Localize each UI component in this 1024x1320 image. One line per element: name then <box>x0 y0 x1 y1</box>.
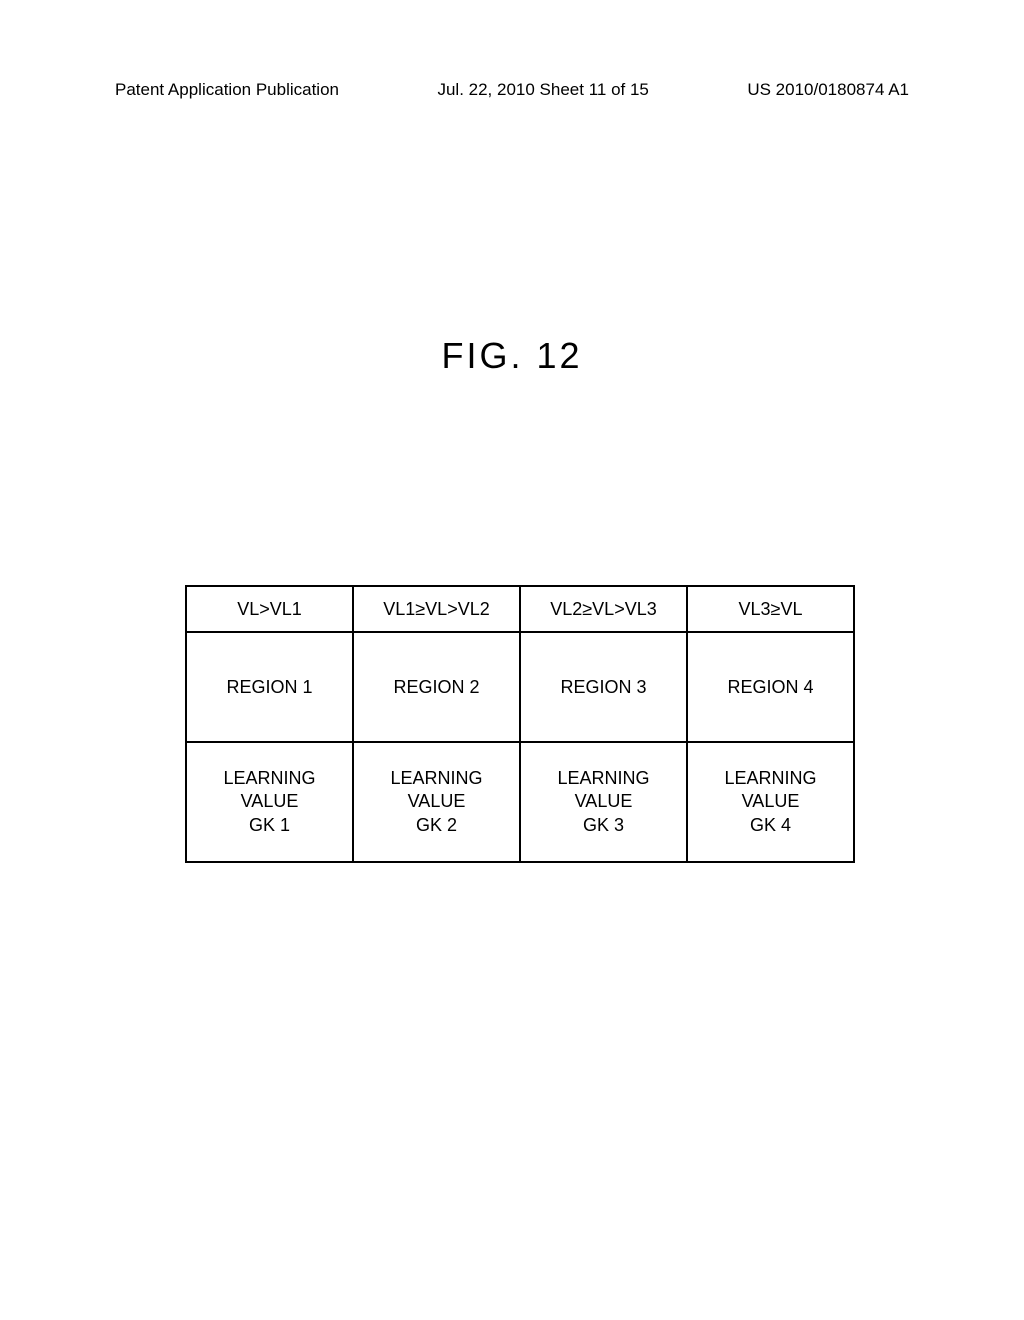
region-cell-4: REGION 4 <box>687 632 854 742</box>
learning-cell-3: LEARNINGVALUEGK 3 <box>520 742 687 862</box>
table-row-condition: VL>VL1 VL1≥VL>VL2 VL2≥VL>VL3 VL3≥VL <box>186 586 854 632</box>
figure-title: FIG. 12 <box>0 335 1024 377</box>
condition-cell-4: VL3≥VL <box>687 586 854 632</box>
table-row-region: REGION 1 REGION 2 REGION 3 REGION 4 <box>186 632 854 742</box>
condition-cell-3: VL2≥VL>VL3 <box>520 586 687 632</box>
condition-cell-2: VL1≥VL>VL2 <box>353 586 520 632</box>
learning-cell-1: LEARNINGVALUEGK 1 <box>186 742 353 862</box>
data-table: VL>VL1 VL1≥VL>VL2 VL2≥VL>VL3 VL3≥VL REGI… <box>185 585 855 863</box>
region-cell-2: REGION 2 <box>353 632 520 742</box>
learning-cell-4: LEARNINGVALUEGK 4 <box>687 742 854 862</box>
region-cell-3: REGION 3 <box>520 632 687 742</box>
table-row-learning: LEARNINGVALUEGK 1 LEARNINGVALUEGK 2 LEAR… <box>186 742 854 862</box>
header-patent-number: US 2010/0180874 A1 <box>747 80 909 100</box>
region-cell-1: REGION 1 <box>186 632 353 742</box>
learning-cell-2: LEARNINGVALUEGK 2 <box>353 742 520 862</box>
page-header: Patent Application Publication Jul. 22, … <box>0 80 1024 100</box>
header-date-sheet: Jul. 22, 2010 Sheet 11 of 15 <box>437 80 648 100</box>
header-publication-type: Patent Application Publication <box>115 80 339 100</box>
condition-cell-1: VL>VL1 <box>186 586 353 632</box>
